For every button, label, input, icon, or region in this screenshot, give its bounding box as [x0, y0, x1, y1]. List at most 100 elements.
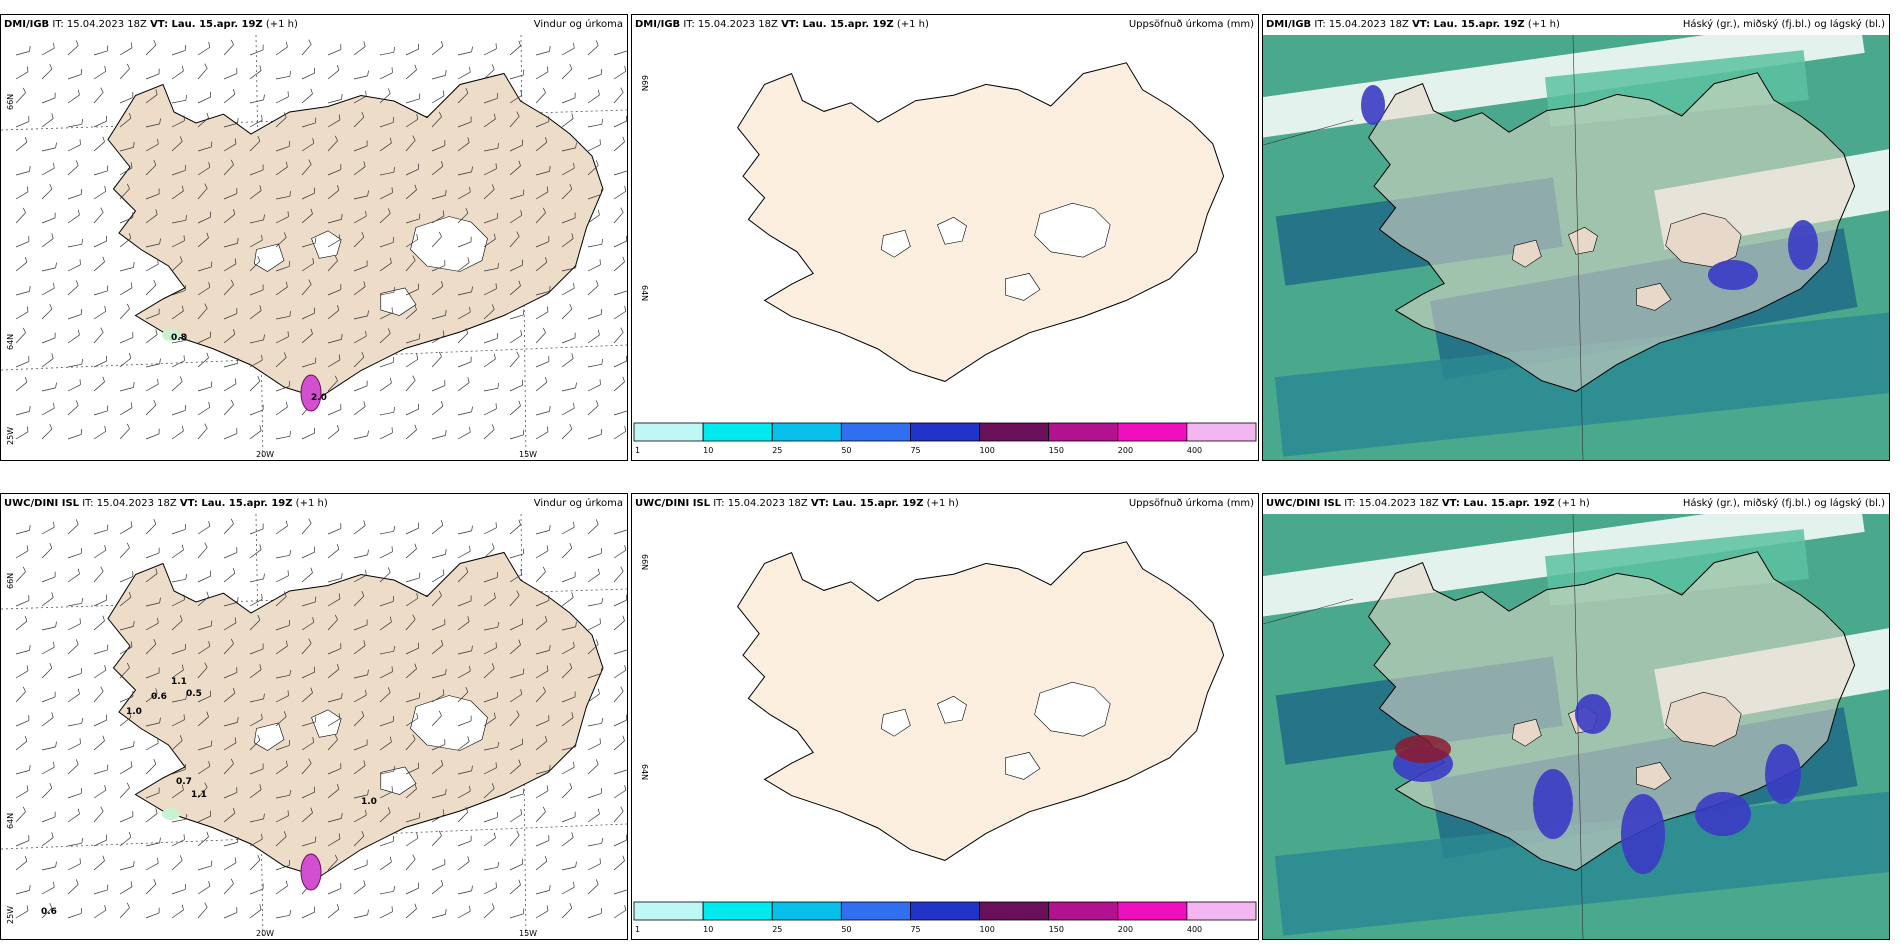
panel-header: UWC/DINI ISL IT: 15.04.2023 18Z VT: Lau.… — [635, 498, 1254, 512]
wind-barb — [119, 641, 133, 655]
wind-barb — [301, 328, 313, 344]
wind-barb — [587, 379, 601, 392]
wind-barb — [561, 42, 575, 56]
wind-barb — [15, 45, 31, 56]
wind-barb — [483, 304, 495, 320]
wind-barb — [431, 619, 446, 631]
wind-barb — [93, 306, 107, 320]
wind-barb — [197, 570, 212, 583]
wind-barb — [15, 405, 31, 416]
wind-barb — [353, 859, 368, 871]
wind-barb — [379, 427, 393, 440]
wind-barb — [171, 904, 184, 919]
panel-dmi-cloud: DMI/IGB IT: 15.04.2023 18Z VT: Lau. 15.a… — [1262, 14, 1890, 461]
wind-barb — [483, 812, 498, 823]
wind-barb — [223, 237, 239, 248]
valid-time: VT: Lau. 15.apr. 19Z — [781, 19, 894, 30]
wind-barb — [379, 736, 392, 751]
wind-barb — [67, 89, 80, 104]
wind-barb — [119, 782, 130, 799]
wind-barb — [93, 165, 109, 176]
wind-barb — [613, 905, 627, 919]
wind-barb — [41, 233, 54, 248]
wind-barb — [41, 353, 54, 368]
wind-barb — [353, 619, 368, 631]
wind-barb — [145, 857, 159, 871]
wind-barb — [327, 523, 342, 535]
wind-barb — [15, 644, 31, 655]
wind-barb — [327, 833, 341, 847]
wind-barb — [509, 189, 525, 200]
wind-barb — [249, 65, 262, 80]
wind-barb — [353, 640, 366, 655]
wind-barb — [119, 212, 134, 224]
wind-barb — [119, 740, 135, 751]
wind-barb — [119, 571, 134, 583]
map-canvas — [1263, 35, 1889, 460]
wind-barb — [561, 162, 575, 176]
colorbar-label: 25 — [772, 925, 782, 934]
wind-barb — [327, 543, 340, 559]
wind-barb — [613, 649, 627, 655]
wind-barb — [67, 139, 81, 152]
wind-barb — [93, 405, 109, 416]
wind-barb — [171, 884, 186, 895]
wind-barb — [613, 806, 624, 823]
wind-barb — [483, 642, 497, 655]
wind-barb — [275, 880, 288, 895]
colorbar-segment — [1117, 422, 1188, 442]
graticule-line — [255, 514, 264, 939]
wind-barb — [67, 548, 82, 559]
wind-barb — [509, 908, 525, 919]
wind-barb — [587, 519, 599, 535]
wind-barb — [301, 258, 315, 272]
panel-title: Uppsöfnuð úrkoma (mm) — [1128, 19, 1254, 30]
colorbar-label: 400 — [1187, 446, 1202, 455]
panel-title: Vindur og úrkoma — [533, 498, 623, 509]
wind-barb — [41, 741, 57, 751]
wind-barb — [41, 783, 53, 799]
panel-uwc-wind: UWC/DINI ISL IT: 15.04.2023 18Z VT: Lau.… — [0, 493, 628, 940]
wind-barb — [119, 162, 133, 176]
wind-barb — [431, 260, 446, 272]
wind-barb — [93, 66, 107, 80]
wind-barb — [67, 238, 84, 248]
wind-barb — [301, 836, 317, 847]
wind-barb — [275, 789, 292, 799]
wind-barb — [457, 306, 471, 320]
wind-barb — [145, 907, 160, 919]
wind-barb — [431, 668, 447, 679]
wind-barb — [67, 309, 82, 320]
wind-barb — [275, 232, 287, 248]
wind-barb — [483, 142, 500, 152]
init-time: IT: 15.04.2023 18Z — [1311, 19, 1413, 30]
wind-barb — [327, 404, 342, 416]
wind-barb — [275, 70, 292, 80]
wind-barb — [431, 140, 446, 152]
wind-barb — [93, 884, 109, 895]
wind-barb — [405, 184, 417, 200]
wind-barb — [275, 401, 288, 416]
wind-barb — [275, 310, 292, 320]
wind-barb — [431, 908, 447, 919]
wind-barb — [509, 330, 523, 344]
wind-barb — [353, 41, 366, 56]
wind-barb — [379, 786, 393, 799]
wind-barb — [93, 256, 105, 272]
wind-barb — [67, 597, 84, 607]
wind-barb — [15, 884, 31, 895]
lead-time: (+1 h) — [262, 19, 298, 30]
wind-barb — [483, 861, 500, 871]
wind-barb — [353, 310, 369, 320]
wind-barb — [67, 379, 81, 392]
wind-barb — [535, 835, 550, 847]
wind-barb — [457, 406, 473, 416]
wind-barb — [275, 161, 288, 176]
wind-barb — [301, 716, 317, 727]
wind-barb — [509, 759, 521, 775]
wind-barb — [509, 830, 520, 847]
wind-barb — [561, 592, 574, 607]
wind-barb — [379, 596, 394, 607]
wind-barb — [301, 638, 312, 655]
wind-barb — [145, 308, 160, 320]
